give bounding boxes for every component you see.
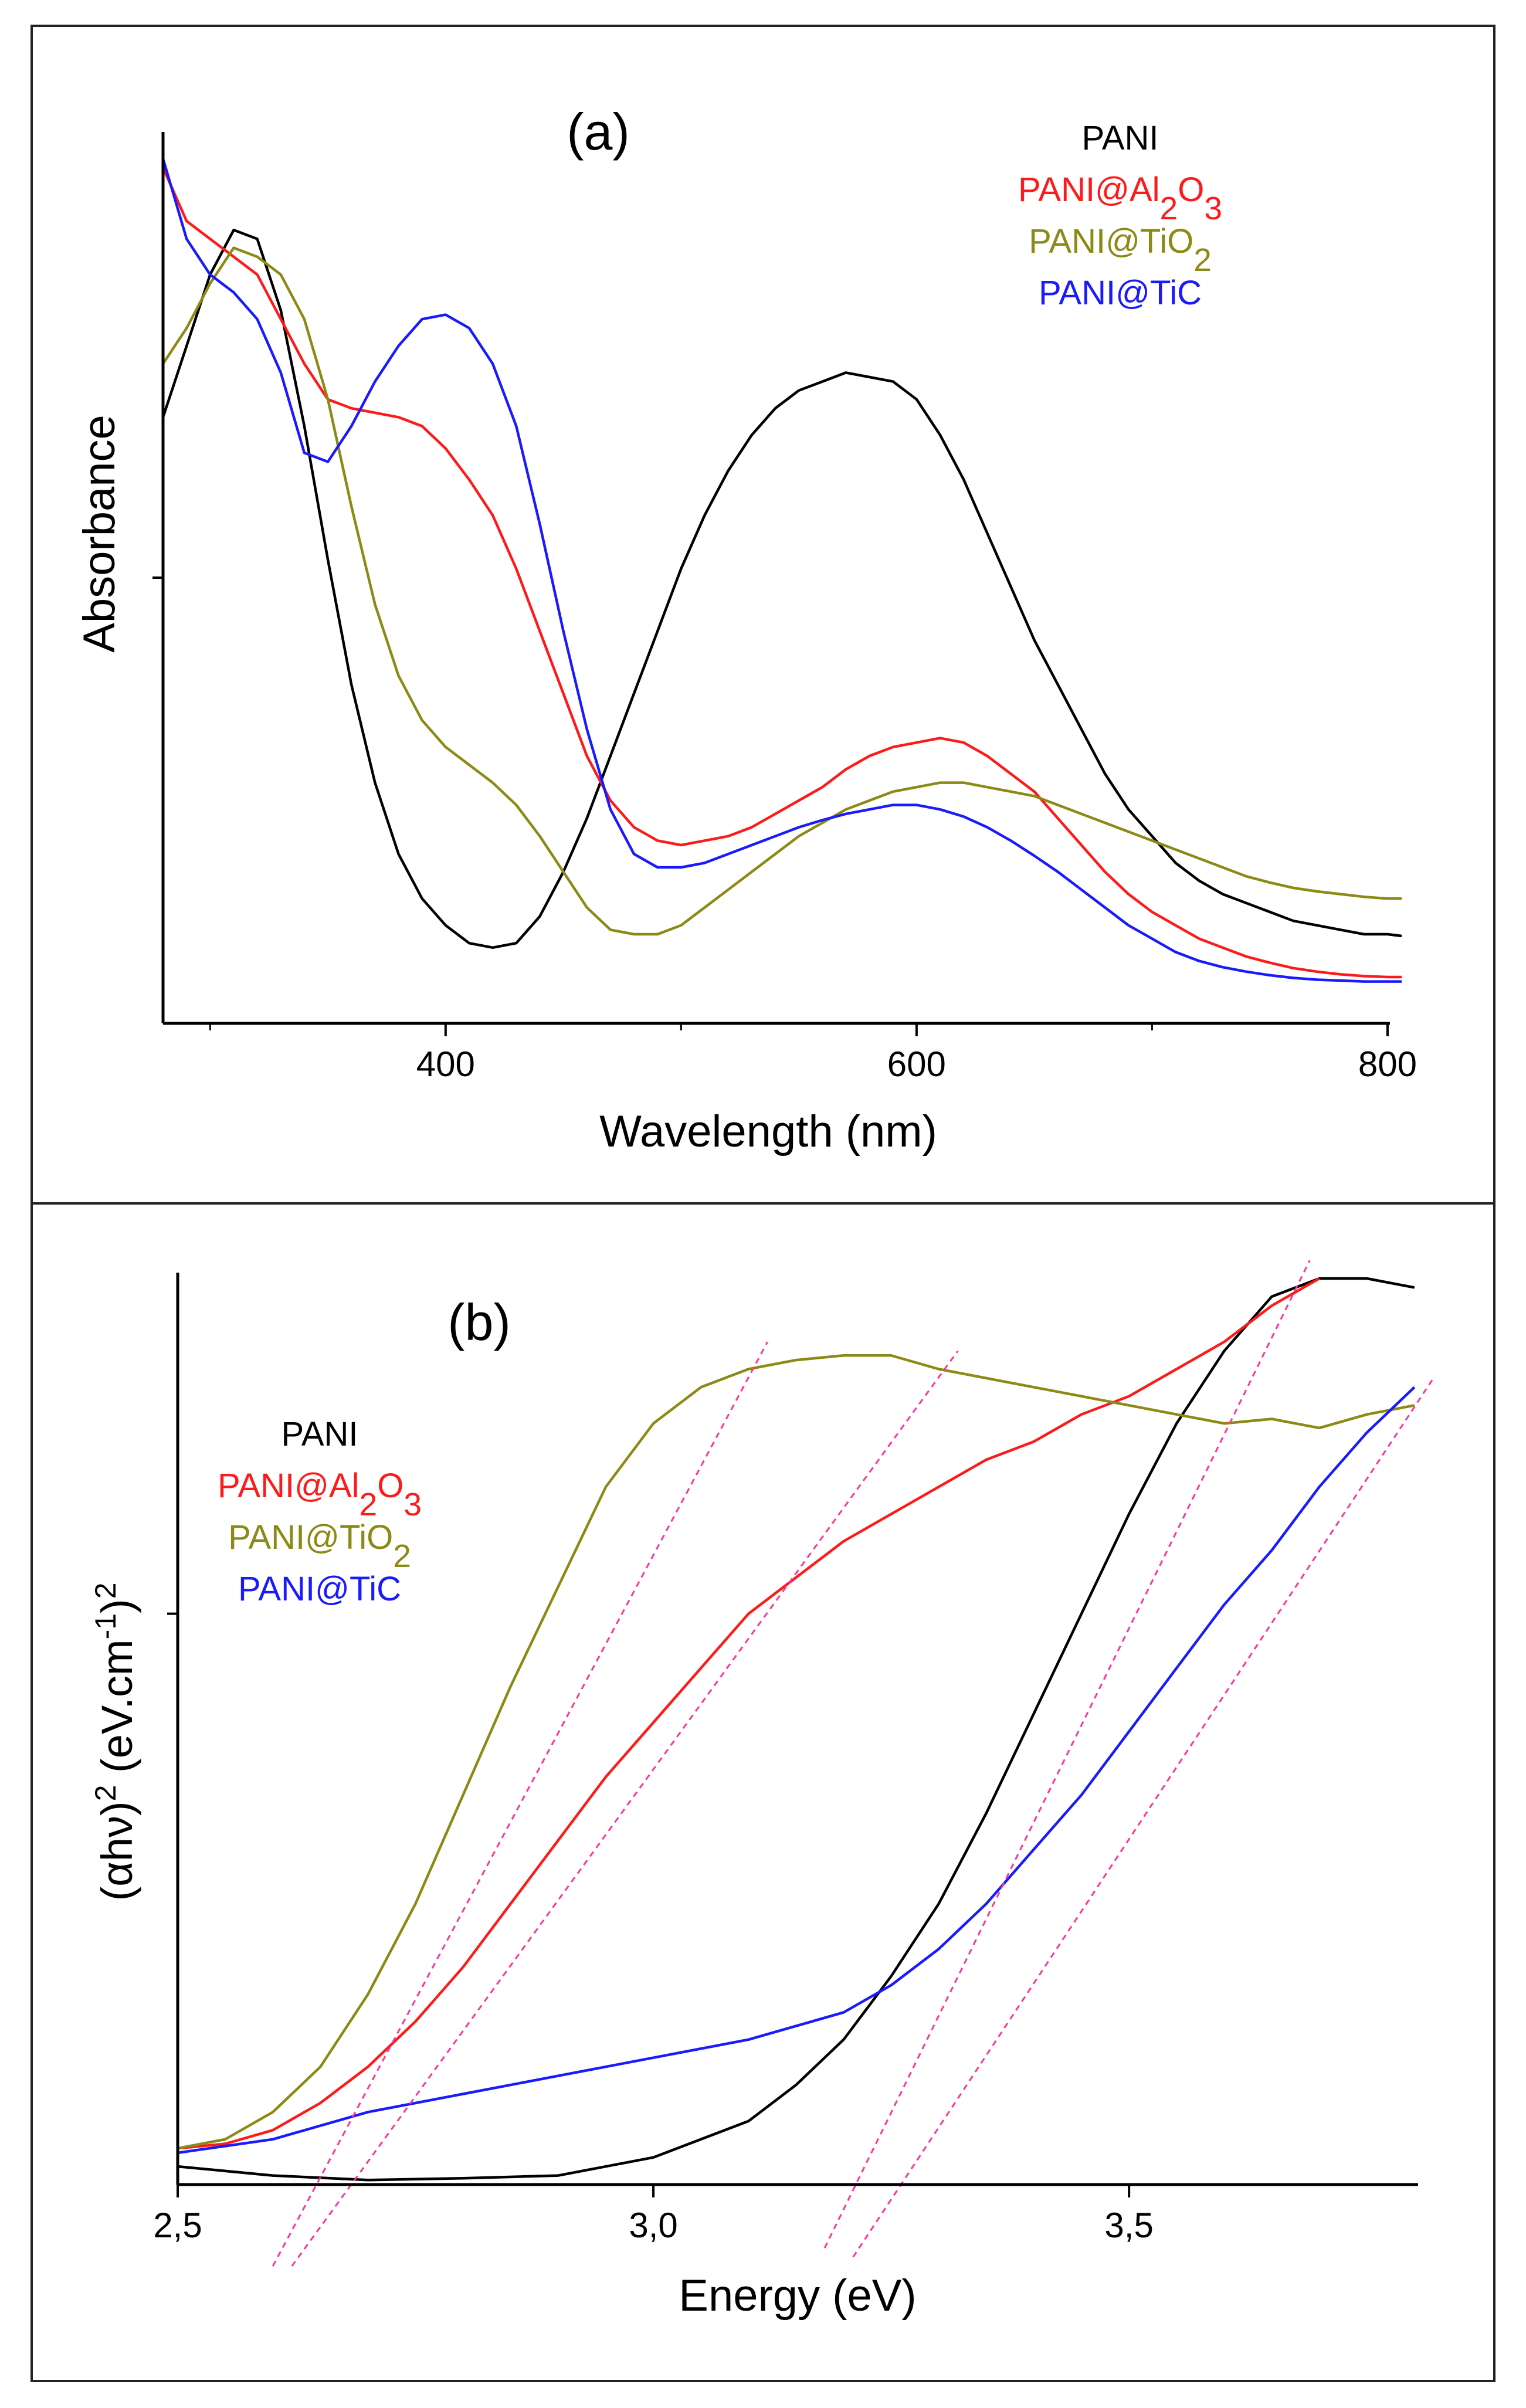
panel-b-fit-lines (272, 1260, 1435, 2267)
panel-b-series-pani-tio2 (177, 1354, 1415, 2150)
panel-a-x-tick-label: 800 (1358, 1044, 1417, 1084)
panel-a-y-axis-label: Absorbance (74, 415, 124, 653)
panel-b-label: (b) (447, 1293, 511, 1351)
panel-a-series-group (161, 158, 1402, 983)
panel-b-series-pani-al2o3 (177, 1277, 1320, 2150)
panel-a-x-tick-label: 400 (416, 1044, 475, 1084)
panel-b-legend-pani-tio2: PANI@TiO2 (228, 1518, 411, 1574)
panel-b-legend-pani-al2o3: PANI@Al2O3 (218, 1467, 422, 1522)
panel-b-x-tick-label: 3,5 (1104, 2206, 1153, 2245)
panel-a-absorbance-chart: (a) 400 600 800 PANI PANI@Al2O3PANI@TiO2PAN… (74, 103, 1417, 1156)
panel-a-x-tick-label: 600 (887, 1044, 946, 1084)
panel-a-legend-pani-tio2: PANI@TiO2 (1029, 222, 1212, 278)
panel-a-series-pani-tic (161, 158, 1402, 983)
panel-b-x-axis-label: Energy (eV) (679, 2271, 917, 2321)
fit-line-pani-tic (852, 1378, 1435, 2258)
panel-a-legend-pani-tic: PANI@TiC (1039, 274, 1202, 312)
panel-b-legend-pani-tic: PANI@TiC (238, 1570, 401, 1608)
panel-a-ticks: 400 600 800 (152, 576, 1417, 1084)
panel-b-y-axis-label: (αhν)2 (eV.cm-1)2 (89, 1582, 141, 1901)
panel-b-ticks: 2,5 3,0 3,5 (153, 1612, 1154, 2245)
panel-b-series-pani (177, 1277, 1415, 2182)
panel-b-legend-pani: PANI (281, 1415, 358, 1453)
panel-a-series-pani (161, 228, 1402, 949)
panel-a-legend-pani: PANI (1081, 119, 1158, 157)
panel-b-frame (30, 1202, 1496, 2382)
panel-b-x-tick-label: 2,5 (153, 2206, 202, 2245)
panel-b-x-tick-label: 3,0 (629, 2206, 677, 2245)
fit-line-pani-al2o3 (291, 1350, 959, 2267)
fit-line-pani-tio2 (272, 1341, 769, 2267)
panel-a-series-pani-tio2 (162, 246, 1402, 936)
fit-line-pani (823, 1260, 1311, 2248)
panel-b-series-group (177, 1277, 1416, 2182)
panel-b-tauc-chart: (b) 2,5 3,0 3,5 PANI PANI@Al2O3PANI@TiO2PAN… (89, 1260, 1435, 2321)
panel-a-label: (a) (567, 103, 630, 161)
panel-a-legend-pani-al2o3: PANI@Al2O3 (1018, 171, 1222, 226)
panel-a-x-axis-label: Wavelength (nm) (599, 1107, 937, 1156)
panel-a-series-pani-al2o3 (161, 167, 1402, 979)
panel-b-series-pani-tic (177, 1386, 1416, 2155)
